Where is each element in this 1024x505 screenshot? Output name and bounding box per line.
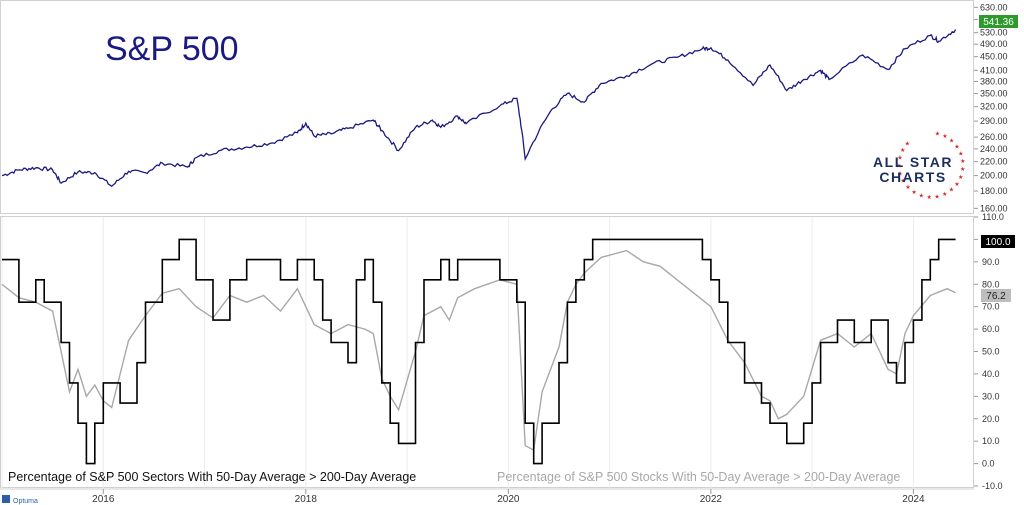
x-tick-label-2024: 2024 [902, 494, 925, 505]
price-y-tick-label: 200.00 [980, 171, 1008, 181]
legend-sectors: Percentage of S&P 500 Sectors With 50-Da… [8, 470, 416, 484]
stocks-last-value: 76.2 [986, 291, 1006, 302]
breadth-y-tick-label: 110.0 [982, 212, 1004, 222]
breadth-panel-frame [0, 216, 974, 488]
stocks-breadth-line [1, 249, 956, 452]
star-icon: ★ [935, 131, 940, 138]
breadth-y-tick-label: 80.0 [982, 279, 1000, 289]
stocks-last-value-badge: 76.2 [981, 289, 1011, 302]
price-series [1, 29, 957, 188]
star-icon: ★ [900, 147, 905, 154]
x-tick-label-2022: 2022 [700, 494, 723, 505]
x-tick-label-2016: 2016 [92, 494, 115, 505]
chart-title: S&P 500 [105, 30, 239, 68]
price-y-tick-label: 490.00 [980, 39, 1008, 49]
price-badge-background [979, 15, 1018, 28]
breadth-y-axis: -10.0 0.0 10.0 20.0 30.0 40.0 50.0 60.0 70.0 80.0… [974, 212, 1005, 491]
star-icon: ★ [960, 166, 965, 173]
x-tick-label-2018: 2018 [295, 494, 318, 505]
sectors-last-value: 100.0 [985, 237, 1010, 248]
star-icon: ★ [905, 141, 910, 148]
price-y-tick-label: 450.00 [980, 52, 1008, 62]
sp500-price-line [1, 29, 957, 188]
optuma-brand-text: Optuma [13, 498, 38, 505]
star-icon: ★ [958, 174, 963, 181]
breadth-y-tick-label: 40.0 [982, 369, 1000, 379]
logo-line-2: CHARTS [879, 169, 946, 185]
breadth-y-tick-label: 60.0 [982, 324, 1000, 334]
price-y-tick-label: 290.00 [980, 116, 1008, 126]
price-panel-frame [0, 0, 974, 214]
price-y-tick-label: 180.00 [980, 186, 1008, 196]
breadth-y-tick-label: 20.0 [982, 414, 1000, 424]
star-icon: ★ [942, 133, 947, 140]
star-icon: ★ [954, 143, 959, 150]
breadth-y-tick-label: 0.0 [982, 459, 995, 469]
star-icon: ★ [897, 170, 902, 177]
price-y-tick-label: 410.00 [980, 65, 1008, 75]
star-icon: ★ [896, 163, 901, 170]
logo-line-1: ALL STAR [873, 154, 953, 170]
star-ring-icon: ★ ★★★★★★★★★★★★★★★★★★★★★ [896, 131, 965, 201]
price-y-tick-label: 320.00 [980, 102, 1008, 112]
price-y-tick-label: 260.00 [980, 132, 1008, 142]
breadth-y-tick-label: 90.0 [982, 257, 1000, 267]
star-icon: ★ [942, 191, 947, 198]
vertical-grid [1, 217, 914, 488]
price-y-tick-label: 530.00 [980, 28, 1008, 38]
breadth-y-tick-label: 30.0 [982, 391, 1000, 401]
sectors-last-value-badge: 100.0 [981, 235, 1015, 248]
x-axis: 2016 2018 2020 2022 2024 [92, 489, 925, 505]
breadth-y-tick-label: 70.0 [982, 302, 1000, 312]
price-last-value: 541.36 [983, 17, 1014, 28]
star-icon: ★ [934, 193, 939, 200]
star-icon: ★ [949, 138, 954, 145]
sectors-badge-background [981, 235, 1015, 248]
breadth-y-tick-label: 10.0 [982, 436, 1000, 446]
star-icon: ★ [919, 193, 924, 200]
breadth-series [1, 238, 956, 465]
x-tick-label-2020: 2020 [497, 494, 520, 505]
price-y-tick-label: 220.00 [980, 157, 1008, 167]
stocks-badge-background [981, 289, 1011, 302]
star-icon: ★ [911, 189, 916, 196]
sectors-breadth-line [2, 238, 956, 465]
legend-stocks-text: Percentage of S&P 500 Stocks With 50-Day… [497, 470, 900, 484]
breadth-y-tick-label: -10.0 [982, 481, 1003, 491]
price-y-tick-label: 160.00 [980, 203, 1008, 213]
legend-sectors-text: Percentage of S&P 500 Sectors With 50-Da… [8, 470, 416, 484]
price-y-tick-label: 630.00 [980, 2, 1008, 12]
price-y-tick-label: 240.00 [980, 144, 1008, 154]
price-last-value-badge: 541.36 [979, 15, 1018, 28]
price-y-tick-label: 380.00 [980, 76, 1008, 86]
star-icon: ★ [897, 155, 902, 162]
star-icon: ★ [949, 187, 954, 194]
all-star-charts-logo: ★ ★★★★★★★★★★★★★★★★★★★★★ ALL STAR CHARTS [873, 131, 965, 201]
star-icon: ★ [927, 194, 932, 201]
star-icon: ★ [900, 178, 905, 185]
optuma-brand: Optuma [2, 495, 38, 505]
star-icon: ★ [905, 184, 910, 191]
price-y-tick-label: 350.00 [980, 89, 1008, 99]
legend-stocks: Percentage of S&P 500 Stocks With 50-Day… [497, 470, 900, 484]
star-icon: ★ [958, 150, 963, 157]
star-icon: ★ [954, 181, 959, 188]
price-y-axis: 160.00 180.00 200.00 220.00 240.00 260.00 290.… [974, 2, 1008, 213]
optuma-icon [2, 495, 10, 503]
breadth-y-tick-label: 50.0 [982, 347, 1000, 357]
star-icon: ★ [960, 158, 965, 165]
